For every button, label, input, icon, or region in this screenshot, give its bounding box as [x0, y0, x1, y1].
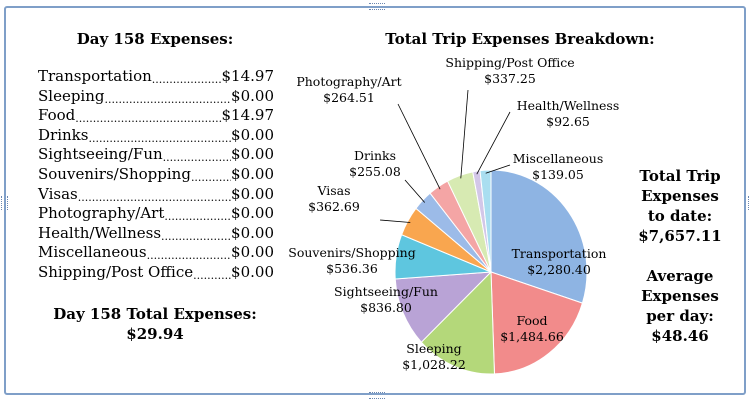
- leader-line: [404, 179, 426, 203]
- average-label-1: Average: [646, 267, 714, 285]
- pie-slice-sightseeing-fun: [394, 271, 493, 343]
- expense-amount: $0.00: [231, 223, 274, 242]
- pie-slice-transportation: [490, 169, 588, 304]
- slice-name-label: Souvenirs/Shopping: [288, 245, 415, 260]
- expense-amount: $0.00: [231, 125, 274, 144]
- expense-label: Food: [38, 106, 76, 125]
- expense-label: Drinks: [38, 125, 89, 144]
- resize-handle-right[interactable]: [748, 196, 754, 210]
- pie-slice-food: [490, 271, 584, 375]
- expense-row: Sightseeing/Fun.........................…: [38, 145, 274, 167]
- leader-line: [460, 89, 469, 179]
- expense-label: Sightseeing/Fun: [38, 145, 163, 164]
- expense-row: Drinks..................................…: [38, 126, 274, 148]
- expense-row: Souvenirs/Shopping......................…: [38, 165, 274, 187]
- expense-row: Visas...................................…: [38, 185, 274, 207]
- average-label-2: Expenses: [641, 287, 719, 305]
- slice-name-label: Visas: [316, 183, 350, 198]
- pie-title: Total Trip Expenses Breakdown:: [385, 30, 655, 48]
- slice-name-label: Miscellaneous: [513, 151, 604, 166]
- slice-value-label: $264.51: [323, 90, 375, 105]
- average-value: $48.46: [651, 327, 709, 345]
- day-total-block: Day 158 Total Expenses: $29.94: [40, 304, 270, 344]
- dot-leader: ........................................…: [162, 151, 232, 165]
- slice-value-label: $1,484.66: [500, 329, 564, 344]
- slice-value-label: $2,280.40: [527, 262, 591, 277]
- slice-name-label: Food: [516, 313, 547, 328]
- expense-amount: $14.97: [221, 106, 275, 125]
- expense-amount: $0.00: [231, 243, 274, 262]
- expense-label: Miscellaneous: [38, 243, 147, 262]
- expense-label: Photography/Art: [38, 204, 165, 223]
- resize-handle-left[interactable]: [1, 196, 8, 210]
- expense-amount: $0.00: [231, 165, 274, 183]
- slice-name-label: Health/Wellness: [517, 98, 620, 113]
- dot-leader: ........................................…: [77, 190, 231, 204]
- expense-row: Photography/Art.........................…: [38, 204, 274, 226]
- trip-total-label-1: Total Trip: [639, 167, 721, 185]
- average-block: Average Expenses per day: $48.46: [622, 266, 738, 346]
- resize-handle-bottom[interactable]: [369, 392, 385, 399]
- expense-row: Transportation..........................…: [38, 67, 274, 89]
- resize-handle-top[interactable]: [369, 3, 385, 10]
- expense-amount: $0.00: [231, 145, 274, 164]
- expense-label: Health/Wellness: [38, 223, 162, 242]
- slice-name-label: Photography/Art: [296, 74, 401, 89]
- slice-value-label: $139.05: [532, 167, 584, 182]
- trip-total-block: Total Trip Expenses to date: $7,657.11: [622, 166, 738, 246]
- dot-leader: ........................................…: [190, 171, 231, 184]
- slice-name-label: Shipping/Post Office: [445, 55, 574, 70]
- dot-leader: ........................................…: [146, 249, 231, 263]
- chart-frame: [4, 6, 746, 395]
- slice-name-label: Transportation: [512, 246, 607, 261]
- slice-value-label: $836.80: [360, 300, 412, 315]
- trip-total-label-3: to date:: [647, 207, 713, 225]
- expense-row: Sleeping................................…: [38, 87, 274, 109]
- trip-total-label-2: Expenses: [641, 187, 719, 205]
- leader-line: [379, 219, 411, 223]
- expense-row: Food....................................…: [38, 106, 274, 128]
- expense-row: Miscellaneous...........................…: [38, 243, 274, 265]
- expense-label: Visas: [38, 184, 78, 203]
- expense-amount: $14.97: [221, 67, 275, 85]
- dot-leader: ........................................…: [164, 210, 232, 224]
- expense-label: Shipping/Post Office: [38, 263, 194, 281]
- expense-row: Health/Wellness.........................…: [38, 224, 274, 246]
- slice-name-label: Sightseeing/Fun: [334, 284, 438, 299]
- day-expenses-title: Day 158 Expenses:: [76, 30, 234, 48]
- leader-line: [476, 111, 511, 175]
- slice-value-label: $362.69: [308, 199, 360, 214]
- day-total-label: Day 158 Total Expenses:: [53, 305, 257, 323]
- dot-leader: ........................................…: [151, 73, 222, 86]
- slice-value-label: $92.65: [546, 114, 590, 129]
- expense-amount: $0.00: [231, 86, 274, 105]
- slice-name-label: Sleeping: [406, 341, 461, 356]
- average-label-3: per day:: [646, 307, 714, 325]
- dot-leader: ........................................…: [193, 269, 231, 282]
- pie-slice-miscellaneous: [479, 169, 492, 273]
- expense-label: Sleeping: [38, 86, 105, 105]
- slice-value-label: $1,028.22: [402, 357, 466, 372]
- expense-amount: $0.00: [231, 204, 274, 223]
- slice-value-label: $337.25: [484, 71, 536, 86]
- pie-slice-sleeping: [420, 270, 495, 375]
- slice-value-label: $536.36: [326, 261, 378, 276]
- dot-leader: ........................................…: [161, 229, 231, 243]
- leader-line: [397, 103, 441, 190]
- leader-line: [485, 164, 511, 174]
- expense-row: Shipping/Post Office....................…: [38, 263, 274, 285]
- expense-label: Souvenirs/Shopping: [38, 165, 191, 183]
- dot-leader: ........................................…: [88, 131, 231, 145]
- expense-amount: $0.00: [231, 263, 274, 281]
- slice-name-label: Drinks: [354, 148, 396, 163]
- trip-total-value: $7,657.11: [638, 227, 722, 245]
- slice-value-label: $255.08: [349, 164, 401, 179]
- dot-leader: ........................................…: [104, 92, 232, 106]
- day-total-value: $29.94: [126, 325, 184, 343]
- dot-leader: ........................................…: [75, 112, 222, 126]
- expense-label: Transportation: [38, 67, 152, 85]
- expense-amount: $0.00: [231, 184, 274, 203]
